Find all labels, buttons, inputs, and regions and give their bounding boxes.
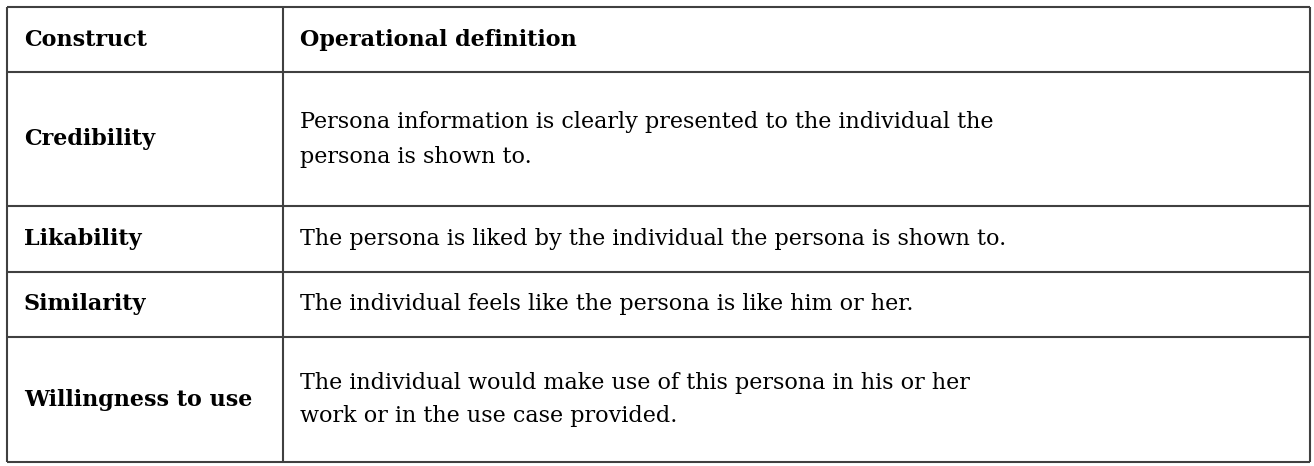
Text: Construct: Construct bbox=[24, 29, 147, 51]
Text: work or in the use case provided.: work or in the use case provided. bbox=[300, 405, 677, 427]
Text: Credibility: Credibility bbox=[24, 128, 155, 151]
Text: Similarity: Similarity bbox=[24, 293, 146, 315]
Text: The persona is liked by the individual the persona is shown to.: The persona is liked by the individual t… bbox=[300, 228, 1005, 250]
Text: The individual feels like the persona is like him or her.: The individual feels like the persona is… bbox=[300, 293, 913, 315]
Text: Operational definition: Operational definition bbox=[300, 29, 577, 51]
Text: Likability: Likability bbox=[24, 228, 142, 250]
Text: Persona information is clearly presented to the individual the: Persona information is clearly presented… bbox=[300, 110, 993, 133]
Text: The individual would make use of this persona in his or her: The individual would make use of this pe… bbox=[300, 372, 970, 394]
Text: Willingness to use: Willingness to use bbox=[24, 389, 252, 411]
Text: persona is shown to.: persona is shown to. bbox=[300, 146, 531, 168]
